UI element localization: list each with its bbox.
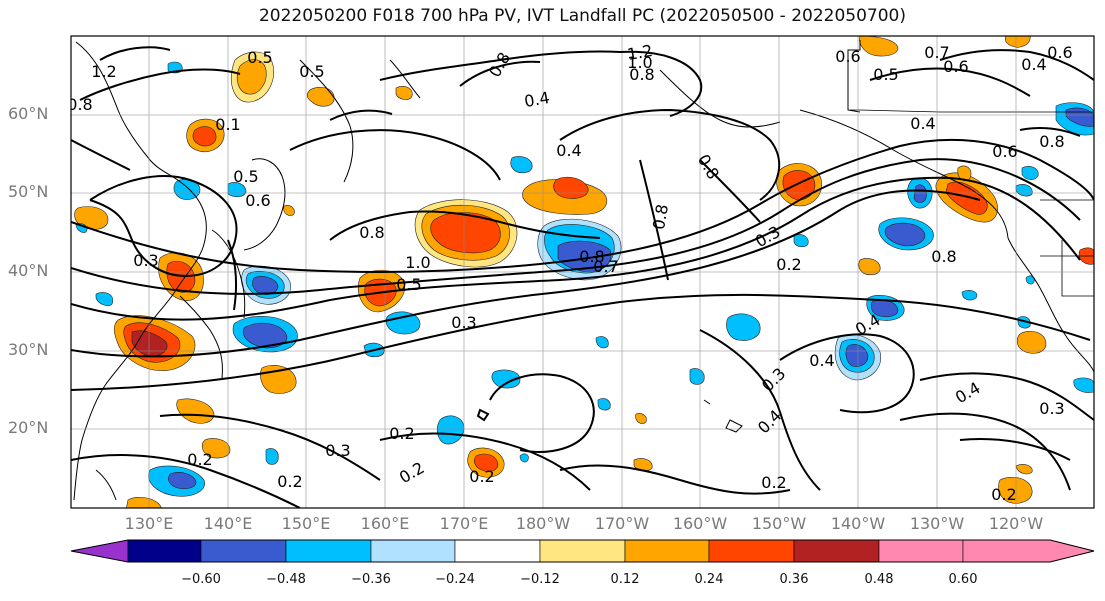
lon-label-140w: 140°W: [830, 514, 886, 533]
contour-label: 0.6: [1047, 43, 1072, 62]
contour-label: 0.8: [931, 247, 956, 266]
colorbar-swatch: [200, 539, 287, 563]
contour-label: 0.2: [469, 467, 494, 486]
lat-label-30n: 30°N: [8, 340, 49, 359]
colorbar-swatch: [708, 539, 795, 563]
contour-label: 0.2: [991, 485, 1016, 504]
contour-label: 0.6: [835, 47, 860, 66]
contour-label: 0.6: [245, 191, 270, 210]
lon-label-180w: 180°W: [515, 514, 571, 533]
colorbar-tick-label: −0.36: [351, 572, 391, 587]
contour-label: 0.4: [809, 351, 834, 370]
lat-label-60n: 60°N: [8, 104, 49, 123]
contour-label: 0.4: [910, 114, 935, 133]
contour-label: 0.4: [1021, 55, 1046, 74]
coastlines: [73, 40, 1094, 501]
ivt-contours: [71, 46, 1094, 508]
lat-label-50n: 50°N: [8, 182, 49, 201]
lon-label-130e: 130°E: [124, 514, 174, 533]
lon-label-120w: 120°W: [988, 514, 1044, 533]
contour-label: 0.5: [396, 275, 421, 294]
contour-label: 0.7: [593, 257, 618, 276]
pv-shading: [74, 36, 1094, 508]
contour-label: 0.5: [873, 65, 898, 84]
contour-label: 0.5: [299, 62, 324, 81]
contour-label: 0.3: [451, 313, 476, 332]
contour-label: 0.4: [523, 88, 551, 111]
lon-label-170w: 170°W: [594, 514, 650, 533]
colorbar-swatch: [285, 539, 372, 563]
colorbar-tick-label: −0.48: [266, 572, 306, 587]
lon-label-130w: 130°W: [909, 514, 965, 533]
map-title: 2022050200 F018 700 hPa PV, IVT Landfall…: [258, 6, 906, 26]
colorbar-tick-label: 0.24: [694, 572, 724, 587]
contour-label: 0.8: [629, 65, 654, 84]
contour-label: 0.1: [215, 115, 240, 134]
map-frame: [70, 35, 1095, 509]
contour-label: 1.2: [91, 62, 116, 81]
colorbar-swatch: [539, 539, 626, 563]
contour-label: 0.8: [649, 203, 672, 231]
contour-label: 0.7: [924, 43, 949, 62]
contour-label: 0.3: [133, 251, 158, 270]
lon-label-160w: 160°W: [672, 514, 728, 533]
colorbar-outline: [70, 539, 1095, 563]
contour-label: 0.2: [277, 472, 302, 491]
map-panel: 1.20.80.50.5 0.80.41.21.00.80.70.60.60.60…: [67, 36, 1094, 508]
colorbar-extend-high: [962, 539, 1095, 563]
contour-label: 0.5: [233, 167, 258, 186]
colorbar-swatch: [878, 539, 964, 563]
lon-label-170e: 170°E: [439, 514, 489, 533]
colorbar-swatch: [624, 539, 710, 563]
colorbar-swatch: [793, 539, 880, 563]
colorbar-tick-label: 0.36: [779, 572, 809, 587]
lon-label-150w: 150°W: [751, 514, 807, 533]
borders: [850, 109, 1094, 297]
colorbar-tick-label: 0.60: [948, 572, 978, 587]
colorbar-swatch: [127, 539, 202, 563]
colorbar-tick-label: 0.48: [864, 572, 894, 587]
lon-label-160e: 160°E: [360, 514, 410, 533]
contour-label: 0.2: [761, 473, 786, 492]
lon-label-150e: 150°E: [281, 514, 331, 533]
contour-label: 0.2: [389, 424, 414, 443]
colorbar-tick-label: −0.12: [520, 572, 560, 587]
colorbar-swatch: [454, 539, 541, 563]
contour-label: 1.0: [627, 53, 652, 72]
contour-label: 0.6: [992, 142, 1017, 161]
contour-label: 0.8: [67, 95, 92, 114]
contour-label: 0.2: [187, 450, 212, 469]
colorbar-tick-label: −0.24: [435, 572, 475, 587]
colorbar: [70, 539, 1095, 563]
contour-label: 0.6: [943, 57, 968, 76]
contour-label: 0.2: [776, 255, 801, 274]
colorbar-tick-label: 0.12: [610, 572, 640, 587]
lat-label-20n: 20°N: [8, 418, 49, 437]
contour-label: 0.4: [556, 141, 581, 160]
contour-label: 0.8: [359, 223, 384, 242]
contour-label: 0.5: [247, 48, 272, 67]
contour-label: 0.8: [1039, 132, 1064, 151]
contour-label: 1.0: [405, 253, 430, 272]
colorbar-extend-low: [70, 539, 129, 563]
colorbar-tick-label: −0.60: [181, 572, 221, 587]
lat-label-40n: 40°N: [8, 261, 49, 280]
contour-label: 0.3: [1039, 399, 1064, 418]
colorbar-swatch: [370, 539, 456, 563]
contour-label: 0.3: [325, 441, 350, 460]
lon-label-140e: 140°E: [203, 514, 253, 533]
contour-label: 0.8: [579, 247, 604, 266]
contour-label: 1.2: [626, 41, 654, 64]
